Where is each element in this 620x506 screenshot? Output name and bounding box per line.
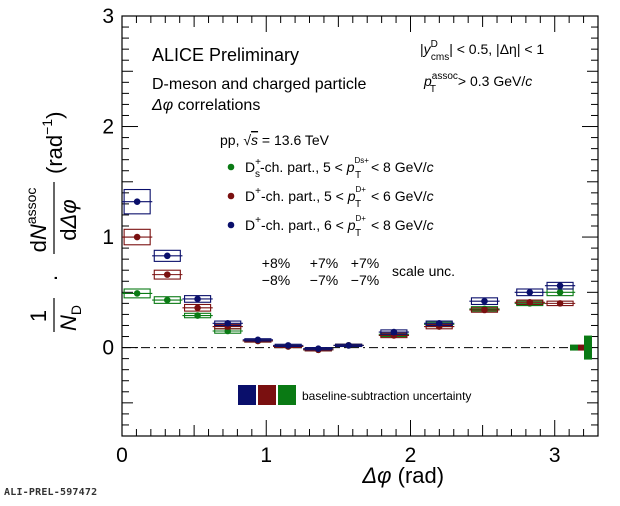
data-point: [345, 342, 352, 349]
data-point: [254, 336, 262, 344]
data-point: [315, 345, 322, 352]
data-point: [526, 298, 534, 306]
preliminary-id: ALI-PREL-597472: [4, 487, 98, 498]
data-point: [163, 296, 171, 304]
y-label-prefix-den: ND: [56, 305, 84, 331]
x-tick-label: 0: [116, 444, 128, 467]
baseline-unc-bar: [584, 335, 592, 360]
data-point: [224, 319, 232, 327]
data-point: [435, 319, 443, 327]
legend-marker: [227, 192, 235, 200]
y-label-prefix-num: 1: [26, 310, 51, 322]
data-point: [133, 198, 141, 205]
data-point: [556, 300, 564, 307]
y-tick-label: 0: [102, 337, 114, 360]
x-axis-label: Δφ (rad): [361, 463, 444, 488]
data-point: [481, 306, 488, 314]
baseline-legend-box: [238, 385, 256, 405]
data-point: [133, 290, 141, 297]
y-label-dot: ·: [42, 274, 67, 281]
baseline-unc-bar: [570, 344, 578, 351]
scale-unc-plus: +7%: [351, 255, 379, 271]
x-tick-label: 1: [260, 444, 272, 467]
baseline-legend-box: [258, 385, 276, 405]
cut-pt-assoc: passoc T > 0.3 GeV/c: [423, 71, 532, 95]
baseline-legend-box: [278, 385, 296, 405]
legend-entry: D+ s-ch. part., 5 < pDs+ T < 8 GeV/c: [245, 156, 434, 181]
data-point: [481, 297, 488, 305]
data-point: [390, 328, 398, 336]
y-tick-label: 3: [102, 5, 114, 28]
legend-marker: [227, 163, 235, 171]
cut-rapidity: |yD cms| < 0.5, |Δη| < 1: [420, 39, 544, 63]
y-tick-label: 2: [102, 116, 114, 139]
scale-unc-plus: +7%: [310, 255, 338, 271]
legend-marker: [227, 221, 235, 229]
baseline-unc-bar: [578, 344, 584, 351]
scale-unc-minus: −8%: [262, 272, 290, 288]
data-point: [194, 312, 201, 319]
data-point: [194, 304, 201, 312]
data-point: [194, 295, 201, 303]
data-point: [556, 289, 564, 296]
y-label-unit: (rad−1): [39, 112, 67, 174]
collision-system: pp, √s = 13.6 TeV: [220, 132, 330, 148]
y-label-den: dΔφ: [56, 199, 81, 240]
legend-entry: D+-ch. part., 6 < pD+ T < 8 GeV/c: [245, 214, 434, 239]
data-point: [133, 233, 141, 241]
legend-entry: D+-ch. part., 5 < pD+ T < 6 GeV/c: [245, 185, 434, 210]
annotation-line1: D-meson and charged particle: [152, 76, 366, 93]
x-tick-label: 3: [549, 444, 561, 467]
scale-unc-label: scale unc.: [392, 263, 455, 279]
scale-unc-plus: +8%: [262, 255, 290, 271]
data-point: [556, 282, 564, 289]
data-point: [284, 342, 292, 349]
data-point: [163, 271, 171, 278]
chart-title: ALICE Preliminary: [152, 45, 299, 65]
data-point: [526, 289, 534, 296]
data-point: [163, 252, 171, 260]
baseline-legend-label: baseline-subtraction uncertainty: [302, 389, 471, 403]
annotation-line2: Δφ correlations: [151, 97, 260, 114]
scale-unc-minus: −7%: [351, 272, 379, 288]
y-label-num: dNassoc: [23, 188, 51, 253]
y-tick-label: 1: [102, 226, 114, 249]
x-tick-label: 2: [405, 444, 417, 467]
scale-unc-minus: −7%: [310, 272, 338, 288]
